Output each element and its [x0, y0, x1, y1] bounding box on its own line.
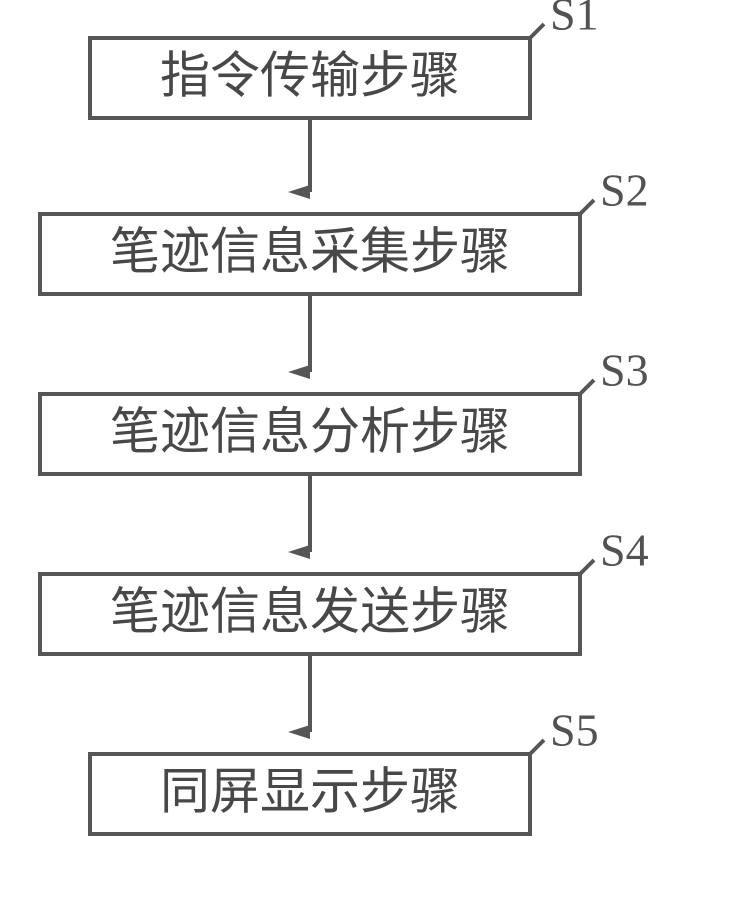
flow-step-label: 指令传输步骤 [160, 47, 460, 103]
flow-step-s1: 指令传输步骤 S1 [90, 0, 599, 118]
flow-step-label: 笔迹信息发送步骤 [110, 583, 510, 639]
flow-step-tag: S4 [600, 524, 649, 575]
flow-step-label: 笔迹信息采集步骤 [110, 223, 510, 279]
tag-connector [530, 24, 544, 38]
flowchart-canvas: 指令传输步骤 S1 笔迹信息采集步骤 S2 笔迹信息分析步骤 S3 笔迹信息发送步骤 S4 同屏… [0, 0, 753, 899]
flow-step-s2: 笔迹信息采集步骤 S2 [40, 164, 649, 294]
flow-step-s4: 笔迹信息发送步骤 S4 [40, 524, 649, 654]
flow-step-tag: S3 [600, 344, 649, 395]
flow-step-tag: S2 [600, 164, 649, 215]
tag-connector [580, 380, 594, 394]
flow-step-tag: S1 [550, 0, 599, 39]
flow-step-s3: 笔迹信息分析步骤 S3 [40, 344, 649, 474]
tag-connector [580, 200, 594, 214]
tag-connector [530, 740, 544, 754]
flow-step-label: 同屏显示步骤 [160, 763, 460, 819]
tag-connector [580, 560, 594, 574]
flow-step-s5: 同屏显示步骤 S5 [90, 704, 599, 834]
flow-step-label: 笔迹信息分析步骤 [110, 403, 510, 459]
flow-step-tag: S5 [550, 704, 599, 755]
